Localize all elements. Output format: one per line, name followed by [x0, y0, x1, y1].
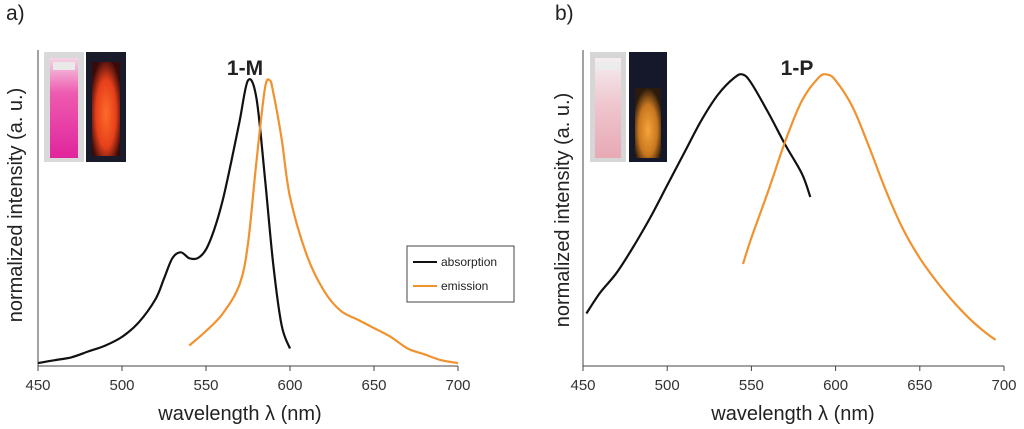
chart-a-absorption-line [37, 78, 292, 365]
chart-a-x-tick-label: 700 [445, 377, 470, 394]
chart-b-x-tick-label: 700 [991, 377, 1016, 394]
chart-a-x-tick-label: 550 [193, 377, 218, 394]
photo-b-cuvette-label [598, 62, 618, 70]
chart-b: 450 500 550 600 650 700 [570, 50, 1017, 394]
panel-label-a: a) [6, 2, 25, 25]
photo-a-cuvette-label [53, 62, 75, 70]
chart-a-x-tick-label: 650 [361, 377, 386, 394]
chart-b-title: 1-P [781, 57, 814, 80]
legend-box [406, 245, 515, 303]
chart-b-absorption-line [585, 73, 812, 315]
chart-b-emission-line [741, 73, 997, 341]
chart-a-legend: absorption emission [406, 245, 515, 303]
photo-b-uv-cuvette [635, 88, 661, 158]
chart-a-x-axis-label: wavelength λ (nm) [157, 403, 321, 425]
chart-b-cuvette-photos [590, 52, 667, 162]
chart-b-x-tick-label: 550 [739, 377, 764, 394]
chart-b-x-tick-label: 500 [655, 377, 680, 394]
chart-a-title: 1-M [227, 57, 263, 80]
legend-emission-label: emission [441, 279, 488, 293]
photo-a-uv-cuvette [92, 62, 120, 156]
panel-label-b: b) [555, 2, 574, 25]
chart-a-x-tick-label: 500 [109, 377, 134, 394]
photo-b-daylight-cuvette [595, 58, 621, 158]
chart-a-x-tick-label: 600 [277, 377, 302, 394]
legend-absorption-label: absorption [441, 255, 497, 269]
photo-a-daylight-cuvette [50, 58, 78, 158]
chart-b-x-tick-label: 600 [823, 377, 848, 394]
chart-a-x-tick-label: 450 [25, 377, 50, 394]
chart-b-y-axis-label: normalized intensity (a. u.) [552, 93, 574, 328]
chart-b-x-tick-label: 450 [570, 377, 595, 394]
chart-b-x-tick-label: 650 [907, 377, 932, 394]
chart-a-cuvette-photos [44, 52, 126, 162]
chart-a: 450 500 550 600 650 700 [25, 50, 471, 394]
chart-b-x-axis-label: wavelength λ (nm) [710, 403, 874, 425]
chart-a-emission-line [188, 78, 459, 365]
chart-a-y-axis-label: normalized intensity (a. u.) [5, 88, 27, 323]
